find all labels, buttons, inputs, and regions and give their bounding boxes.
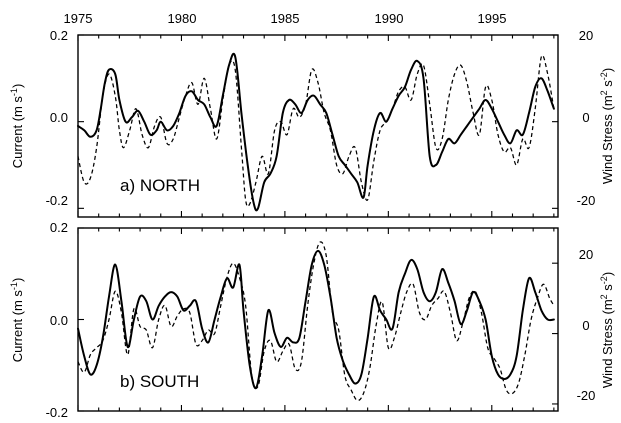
right-axis-title: Wind Stress (m2 s-2) bbox=[599, 68, 615, 184]
panel-south: 0.2 0.0 -0.2 20 0 -20 Current (m s-1) Wi… bbox=[9, 220, 615, 420]
series-group-north bbox=[77, 52, 555, 212]
left-axis-title-main: Current (m s bbox=[10, 290, 25, 363]
panel-label-north: a) NORTH bbox=[120, 176, 200, 195]
tick-marks-north bbox=[77, 34, 558, 217]
right-axis-title-exp1: 2 bbox=[599, 294, 609, 299]
right-y-tick-label: 0 bbox=[582, 318, 589, 333]
right-axis-title: Wind Stress (m2 s-2) bbox=[599, 272, 615, 388]
panel-north: 1975 1980 1985 1990 1995 0.2 0.0 -0.2 20… bbox=[9, 11, 615, 218]
left-y-tick-label: 0.0 bbox=[50, 313, 68, 328]
left-axis-title-main: Current (m s bbox=[10, 96, 25, 169]
right-axis-title-exp2: -2 bbox=[599, 276, 609, 284]
left-y-tick-label: 0.2 bbox=[50, 28, 68, 43]
right-axis-title-close: ) bbox=[600, 272, 615, 276]
x-tick-label: 1985 bbox=[271, 11, 300, 26]
right-y-tick-label: 0 bbox=[582, 110, 589, 125]
x-tick-label: 1990 bbox=[375, 11, 404, 26]
left-axis-title-close: ) bbox=[10, 84, 25, 88]
right-y-tick-label: -20 bbox=[577, 193, 596, 208]
left-y-tick-label: 0.0 bbox=[50, 110, 68, 125]
wind-stress-series-line bbox=[77, 54, 555, 208]
left-axis-title-exp: -1 bbox=[9, 282, 19, 290]
right-axis-title-mid: s bbox=[600, 80, 615, 91]
wind-stress-series-line bbox=[77, 241, 555, 402]
tick-marks-south bbox=[77, 227, 558, 412]
right-axis-title-main: Wind Stress (m bbox=[600, 95, 615, 184]
left-y-tick-label: -0.2 bbox=[46, 193, 68, 208]
x-tick-label: 1975 bbox=[64, 11, 93, 26]
series-group-south bbox=[77, 241, 555, 402]
right-axis-title-main: Wind Stress (m bbox=[600, 299, 615, 388]
right-axis-title-close: ) bbox=[600, 68, 615, 72]
right-y-tick-label: 20 bbox=[579, 247, 593, 262]
right-axis-title-exp1: 2 bbox=[599, 90, 609, 95]
current-series-line bbox=[77, 249, 555, 390]
right-axis-title-mid: s bbox=[600, 284, 615, 295]
left-axis-title: Current (m s-1) bbox=[9, 84, 25, 169]
left-y-tick-label: 0.2 bbox=[50, 220, 68, 235]
left-axis-title-exp: -1 bbox=[9, 88, 19, 96]
current-series-line bbox=[77, 52, 555, 212]
right-axis-title-exp2: -2 bbox=[599, 72, 609, 80]
x-tick-label: 1995 bbox=[478, 11, 507, 26]
panel-label-south: b) SOUTH bbox=[120, 372, 199, 391]
left-axis-title-close: ) bbox=[10, 278, 25, 282]
right-y-tick-label: -20 bbox=[577, 388, 596, 403]
left-y-tick-label: -0.2 bbox=[46, 405, 68, 420]
left-axis-title: Current (m s-1) bbox=[9, 278, 25, 363]
right-y-tick-label: 20 bbox=[579, 28, 593, 43]
x-tick-label: 1980 bbox=[168, 11, 197, 26]
